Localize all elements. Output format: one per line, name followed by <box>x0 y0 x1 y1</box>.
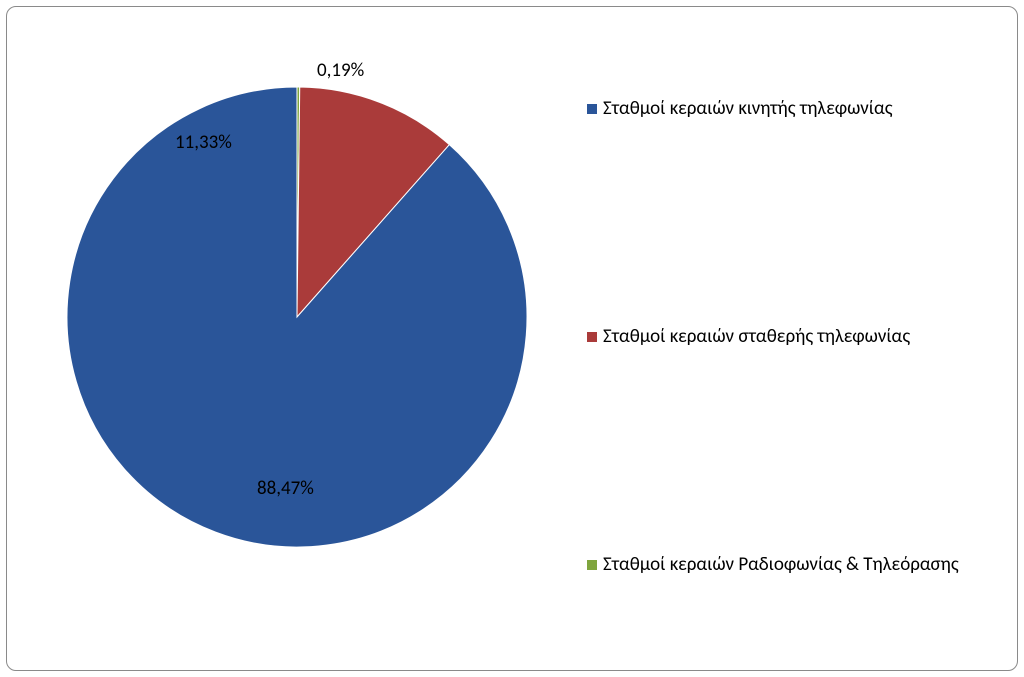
legend-item-2: Σταθμοί κεραιών Ραδιοφωνίας & Τηλεόρασης <box>587 553 987 577</box>
legend-item-1: Σταθμοί κεραιών σταθερής τηλεφωνίας <box>587 325 987 349</box>
legend-label-0: Σταθμοί κεραιών κινητής τηλεφωνίας <box>603 97 893 121</box>
data-label-slice-2: 0,19% <box>317 59 364 82</box>
legend: Σταθμοί κεραιών κινητής τηλεφωνίας Σταθμ… <box>587 97 987 577</box>
legend-item-0: Σταθμοί κεραιών κινητής τηλεφωνίας <box>587 97 987 121</box>
legend-label-1: Σταθμοί κεραιών σταθερής τηλεφωνίας <box>603 325 910 349</box>
legend-swatch-0 <box>587 104 597 114</box>
data-label-slice-0: 88,47% <box>257 477 314 500</box>
data-label-slice-1: 11,33% <box>175 131 232 154</box>
legend-label-2: Σταθμοί κεραιών Ραδιοφωνίας & Τηλεόρασης <box>603 553 959 577</box>
legend-swatch-1 <box>587 332 597 342</box>
legend-swatch-2 <box>587 560 597 570</box>
chart-frame: 88,47% 11,33% 0,19% Σταθμοί κεραιών κινη… <box>6 6 1018 671</box>
